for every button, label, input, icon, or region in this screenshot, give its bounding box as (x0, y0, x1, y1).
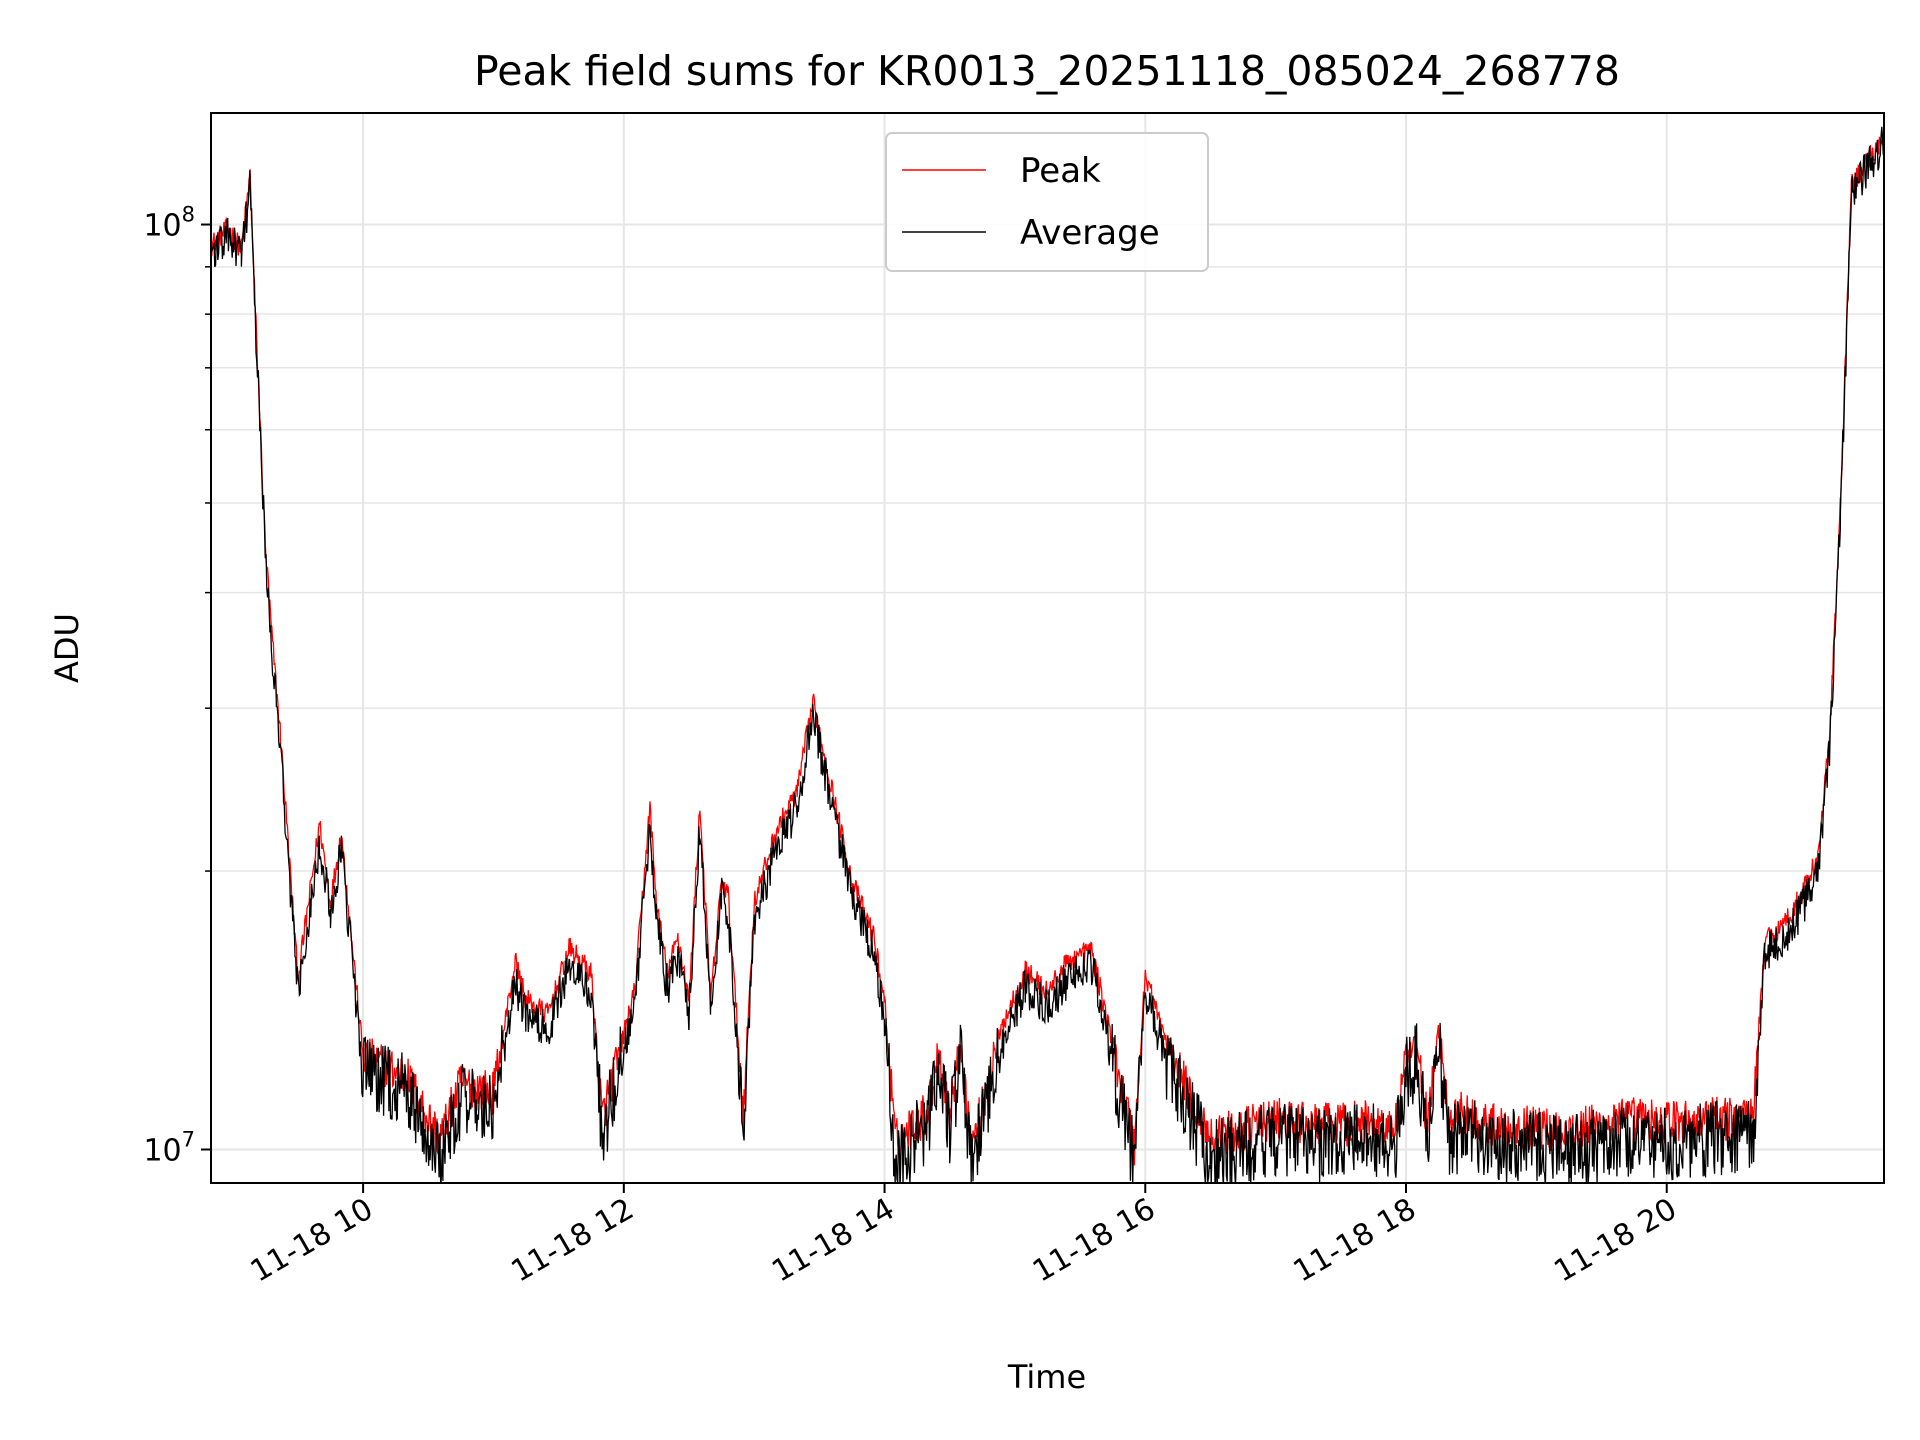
y-tick-label: 107 (143, 1128, 195, 1169)
plot-frame (210, 112, 1885, 1184)
y-tick-label: 108 (143, 203, 195, 244)
series-line-average (211, 126, 1884, 1183)
series-layer (211, 126, 1884, 1183)
legend-box (885, 132, 1209, 272)
legend-label-average: Average (1020, 213, 1160, 253)
legend-label-peak: Peak (1020, 151, 1101, 191)
x-axis-label: Time (1007, 1358, 1086, 1396)
y-axis: 108 107 (143, 203, 211, 1169)
grid (211, 113, 1884, 1183)
legend: Peak Average (885, 132, 1209, 272)
y-axis-label: ADU (48, 613, 86, 683)
chart-title: Peak field sums for KR0013_20251118_0850… (474, 47, 1620, 95)
